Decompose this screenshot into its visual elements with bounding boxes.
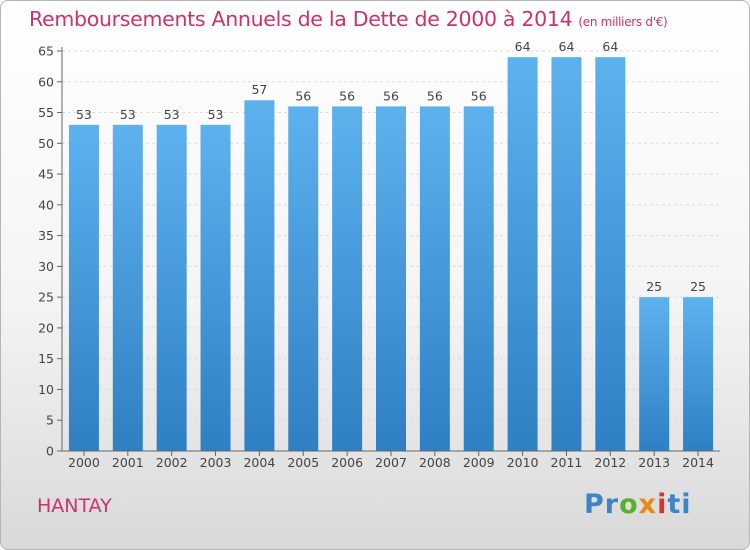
y-tick-label: 5 xyxy=(46,413,54,428)
bar xyxy=(244,100,275,451)
axes: 0 5 10 15 20 25 30 35 40 45 50 55 60 65 2000 2001 2002 20… xyxy=(38,44,720,470)
x-tick-label: 2010 xyxy=(507,455,539,470)
x-tick-label: 2011 xyxy=(551,455,583,470)
bar xyxy=(112,124,143,451)
proxiti-logo: Proxiti xyxy=(584,489,692,520)
bar-value-label: 56 xyxy=(383,88,399,103)
bar-value-label: 64 xyxy=(559,39,575,54)
bar xyxy=(683,297,714,451)
logo-part: i xyxy=(657,489,668,520)
bar xyxy=(200,124,231,451)
bar-value-label: 56 xyxy=(339,88,355,103)
bar xyxy=(419,106,450,451)
x-tick-label: 2000 xyxy=(68,455,100,470)
bar-value-label: 53 xyxy=(208,107,224,122)
bar xyxy=(551,57,582,452)
x-tick-label: 2003 xyxy=(200,455,232,470)
x-tick-label: 2014 xyxy=(682,455,714,470)
bar xyxy=(507,57,538,452)
bar-value-label: 56 xyxy=(295,88,311,103)
x-tick-label: 2008 xyxy=(419,455,451,470)
bar-value-label: 56 xyxy=(471,88,487,103)
place-name: HANTAY xyxy=(37,495,112,517)
bar xyxy=(463,106,494,451)
bar xyxy=(639,297,670,451)
y-tick-label: 15 xyxy=(38,351,54,366)
chart-unit-label: (en milliers d'€) xyxy=(578,15,668,29)
bar xyxy=(288,106,319,451)
bar-value-label: 56 xyxy=(427,88,443,103)
logo-part: o xyxy=(619,489,639,520)
x-tick-label: 2013 xyxy=(638,455,670,470)
chart-title: Remboursements Annuels de la Dette de 20… xyxy=(29,7,668,31)
logo-part: Pr xyxy=(584,489,620,520)
bar-value-label: 25 xyxy=(646,279,662,294)
y-tick-label: 60 xyxy=(38,74,54,89)
y-tick-label: 50 xyxy=(38,136,54,151)
x-tick-label: 2007 xyxy=(375,455,407,470)
x-tick-label: 2001 xyxy=(112,455,144,470)
x-tick-label: 2009 xyxy=(463,455,495,470)
bar-value-label: 53 xyxy=(76,107,92,122)
y-tick-label: 10 xyxy=(38,382,54,397)
bars xyxy=(68,57,714,452)
x-tick-label: 2006 xyxy=(331,455,363,470)
x-tick-label: 2012 xyxy=(594,455,626,470)
bar-value-label: 25 xyxy=(690,279,706,294)
y-tick-label: 0 xyxy=(46,444,54,459)
y-tick-label: 25 xyxy=(38,290,54,305)
y-tick-label: 40 xyxy=(38,197,54,212)
bar-value-label: 64 xyxy=(515,39,531,54)
logo-part: x xyxy=(638,489,658,520)
y-tick-label: 20 xyxy=(38,320,54,335)
bar xyxy=(332,106,363,451)
chart-title-text: Remboursements Annuels de la Dette de 20… xyxy=(29,7,573,31)
x-tick-label: 2004 xyxy=(243,455,275,470)
logo-part: ti xyxy=(667,489,692,520)
value-labels: 53 53 53 53 57 56 56 56 56 56 64 64 64 25 25 xyxy=(76,39,706,294)
y-tick-label: 55 xyxy=(38,105,54,120)
x-tick-label: 2002 xyxy=(156,455,188,470)
bar-value-label: 57 xyxy=(251,82,267,97)
bar-value-label: 53 xyxy=(120,107,136,122)
y-tick-label: 35 xyxy=(38,228,54,243)
y-tick-label: 45 xyxy=(38,167,54,182)
x-tick-label: 2005 xyxy=(287,455,319,470)
bar xyxy=(156,124,187,451)
bar-value-label: 53 xyxy=(164,107,180,122)
bar xyxy=(68,124,99,451)
bar-value-label: 64 xyxy=(602,39,618,54)
y-tick-label: 30 xyxy=(38,259,54,274)
bar xyxy=(376,106,406,451)
bar xyxy=(595,57,626,452)
y-tick-label: 65 xyxy=(38,44,54,59)
